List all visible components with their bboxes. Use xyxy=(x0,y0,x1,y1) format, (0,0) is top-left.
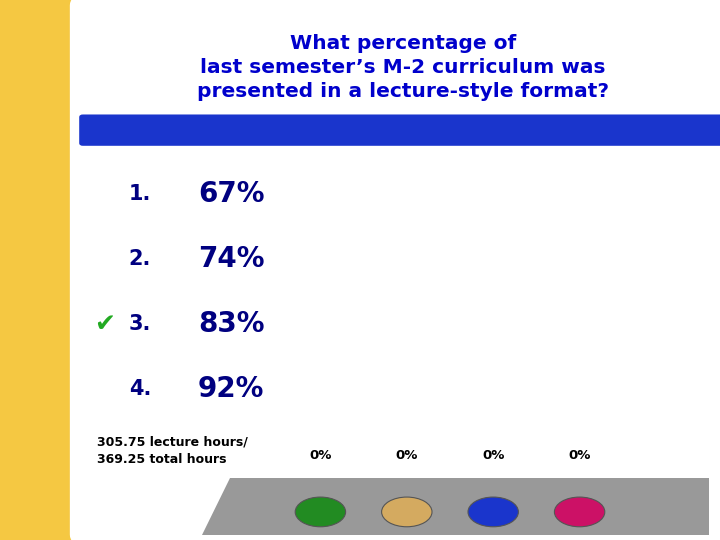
Text: 0%: 0% xyxy=(309,449,332,462)
FancyBboxPatch shape xyxy=(79,114,720,146)
Text: 67%: 67% xyxy=(198,180,264,208)
Ellipse shape xyxy=(295,497,346,527)
Text: 0%: 0% xyxy=(395,449,418,462)
Text: 0%: 0% xyxy=(482,449,505,462)
Polygon shape xyxy=(202,478,709,535)
Ellipse shape xyxy=(468,497,518,527)
Text: 4.: 4. xyxy=(129,379,151,399)
Text: 74%: 74% xyxy=(198,245,264,273)
Text: 2.: 2. xyxy=(129,249,151,269)
Text: 1.: 1. xyxy=(129,184,151,205)
Text: 83%: 83% xyxy=(198,310,264,338)
Text: 92%: 92% xyxy=(198,375,264,403)
Text: What percentage of
last semester’s M-2 curriculum was
presented in a lecture-sty: What percentage of last semester’s M-2 c… xyxy=(197,33,609,102)
Ellipse shape xyxy=(554,497,605,527)
Ellipse shape xyxy=(382,497,432,527)
Text: 3.: 3. xyxy=(129,314,151,334)
Text: 0%: 0% xyxy=(568,449,591,462)
Text: 305.75 lecture hours/
369.25 total hours: 305.75 lecture hours/ 369.25 total hours xyxy=(97,435,248,467)
Text: ✔: ✔ xyxy=(94,312,115,336)
FancyBboxPatch shape xyxy=(76,0,720,540)
FancyBboxPatch shape xyxy=(70,0,720,540)
